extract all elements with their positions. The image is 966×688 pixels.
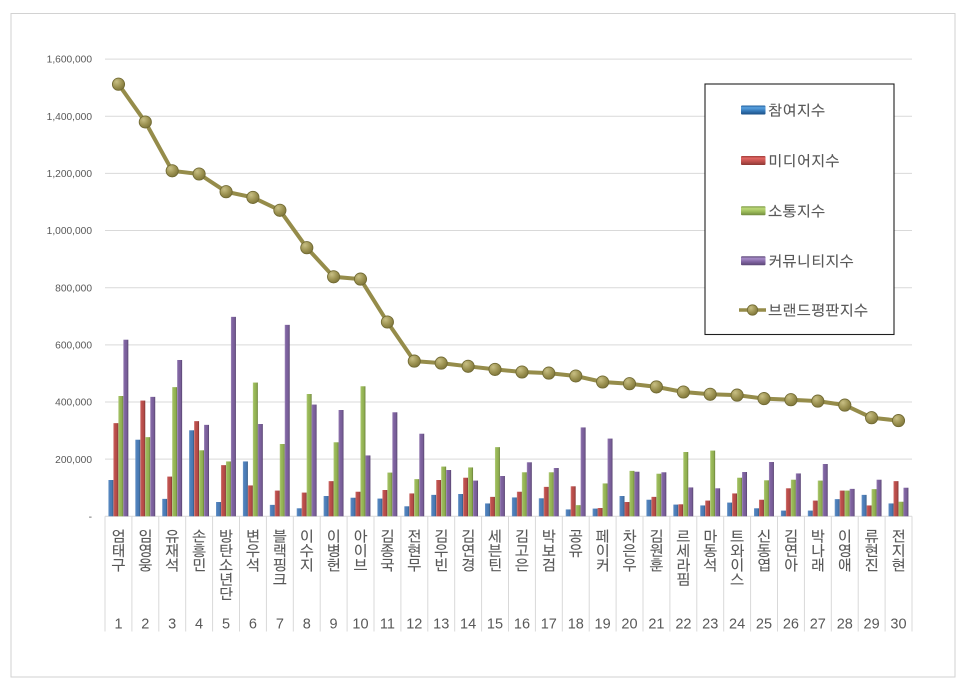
- svg-text:16: 16: [514, 616, 530, 632]
- svg-text:14: 14: [460, 616, 476, 632]
- svg-text:200,000: 200,000: [55, 455, 92, 466]
- svg-text:8: 8: [303, 616, 311, 632]
- svg-text:2: 2: [141, 616, 149, 632]
- svg-text:20: 20: [621, 616, 637, 632]
- svg-text:25: 25: [756, 616, 772, 632]
- svg-text:3: 3: [168, 616, 176, 632]
- svg-text:800,000: 800,000: [55, 283, 92, 294]
- svg-text:400,000: 400,000: [55, 398, 92, 409]
- svg-text:24: 24: [729, 616, 745, 632]
- svg-text:17: 17: [541, 616, 557, 632]
- svg-text:1,200,000: 1,200,000: [47, 169, 93, 180]
- svg-text:19: 19: [595, 616, 611, 632]
- svg-text:18: 18: [568, 616, 584, 632]
- svg-text:1,400,000: 1,400,000: [47, 112, 93, 123]
- svg-text:22: 22: [675, 616, 691, 632]
- svg-text:23: 23: [702, 616, 718, 632]
- svg-text:1: 1: [114, 616, 122, 632]
- svg-text:15: 15: [487, 616, 503, 632]
- svg-text:26: 26: [783, 616, 799, 632]
- svg-text:21: 21: [648, 616, 664, 632]
- svg-text:7: 7: [276, 616, 284, 632]
- svg-text:600,000: 600,000: [55, 340, 92, 351]
- svg-text:1,600,000: 1,600,000: [47, 55, 93, 66]
- svg-text:6: 6: [249, 616, 257, 632]
- svg-text:4: 4: [195, 616, 203, 632]
- svg-text:30: 30: [890, 616, 906, 632]
- svg-text:1,000,000: 1,000,000: [47, 226, 93, 237]
- svg-text:28: 28: [837, 616, 853, 632]
- svg-text:12: 12: [406, 616, 422, 632]
- svg-text:-: -: [89, 512, 92, 523]
- svg-text:27: 27: [810, 616, 826, 632]
- svg-text:29: 29: [864, 616, 880, 632]
- svg-text:13: 13: [433, 616, 449, 632]
- svg-text:10: 10: [352, 616, 368, 632]
- svg-text:11: 11: [380, 616, 395, 632]
- svg-text:9: 9: [330, 616, 338, 632]
- svg-text:5: 5: [222, 616, 230, 632]
